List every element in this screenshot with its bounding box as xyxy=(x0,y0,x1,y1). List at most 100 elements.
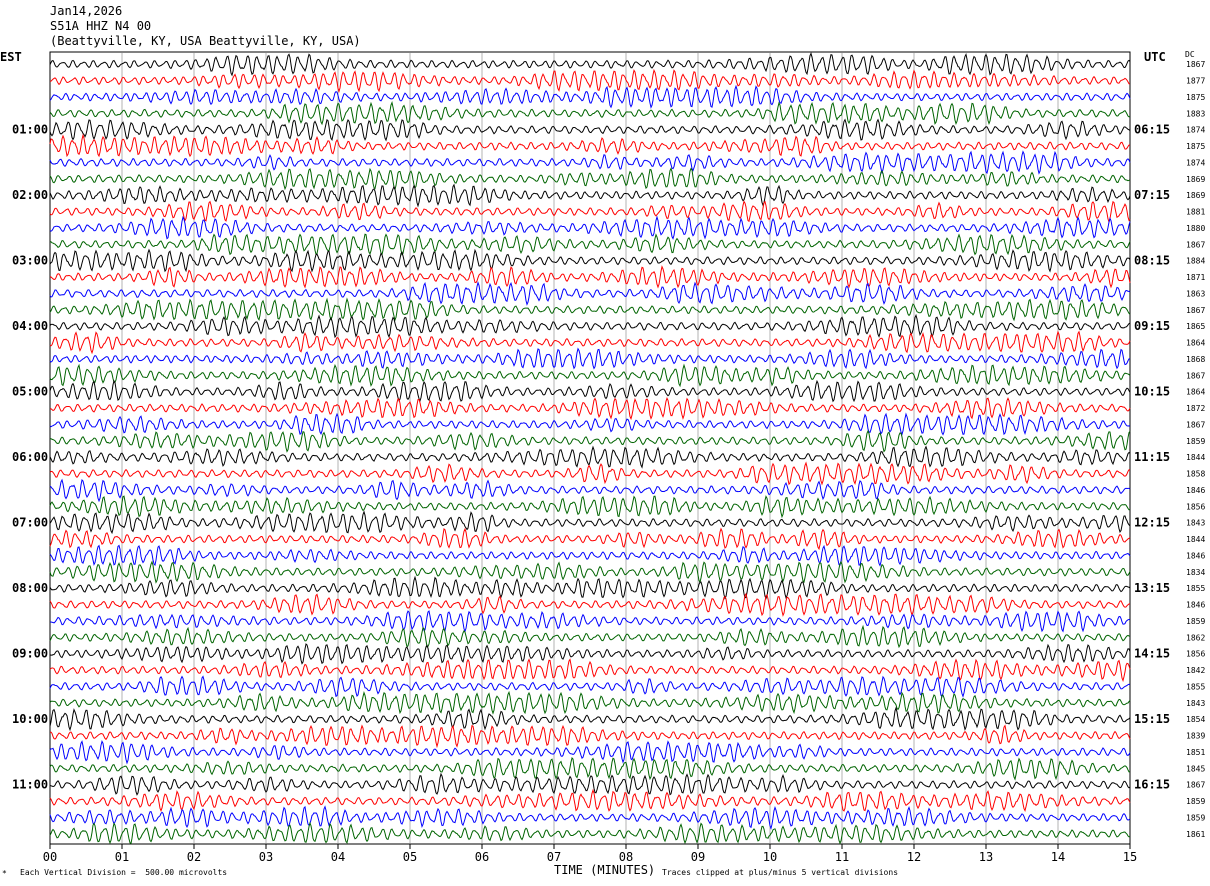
seismic-trace xyxy=(49,200,1131,224)
left-time-label: 10:00 xyxy=(12,712,48,726)
dc-value-label: 1864 xyxy=(1186,339,1205,348)
right-time-label: 08:15 xyxy=(1134,254,1170,268)
x-tick-label: 07 xyxy=(547,850,561,864)
seismic-trace xyxy=(49,772,1131,796)
seismic-trace xyxy=(49,560,1131,584)
x-tick-label: 13 xyxy=(979,850,993,864)
dc-value-label: 1862 xyxy=(1186,633,1205,642)
footer-corner-mark: * xyxy=(2,869,7,878)
left-time-label: 09:00 xyxy=(12,647,48,661)
left-time-label: 02:00 xyxy=(12,188,48,202)
left-timezone-label: EST xyxy=(0,50,22,64)
left-time-label: 01:00 xyxy=(12,123,48,137)
right-time-label: 13:15 xyxy=(1134,581,1170,595)
dc-value-label: 1842 xyxy=(1186,666,1205,675)
seismic-trace xyxy=(49,445,1131,469)
dc-value-label: 1843 xyxy=(1186,699,1205,708)
right-time-label: 11:15 xyxy=(1134,450,1170,464)
x-tick-label: 04 xyxy=(331,850,345,864)
dc-value-label: 1856 xyxy=(1186,502,1205,511)
seismic-trace xyxy=(49,297,1131,322)
left-time-label: 08:00 xyxy=(12,581,48,595)
scale-note: Each Vertical Division = 500.00 microvol… xyxy=(20,868,228,877)
seismic-trace xyxy=(49,575,1131,600)
dc-value-label: 1867 xyxy=(1186,781,1205,790)
right-time-label: 10:15 xyxy=(1134,385,1170,399)
left-time-label: 07:00 xyxy=(12,516,48,530)
left-time-label: 03:00 xyxy=(12,254,48,268)
x-axis-label: TIME (MINUTES) xyxy=(554,863,656,877)
right-time-label: 14:15 xyxy=(1134,647,1170,661)
x-tick-label: 02 xyxy=(187,850,201,864)
seismic-trace xyxy=(49,690,1131,715)
seismic-trace xyxy=(49,610,1131,633)
x-tick-label: 06 xyxy=(475,850,489,864)
right-timezone-label: UTC xyxy=(1144,50,1166,64)
dc-value-label: 1874 xyxy=(1186,126,1205,135)
dc-value-label: 1845 xyxy=(1186,764,1205,773)
seismic-trace xyxy=(49,495,1131,519)
seismic-trace xyxy=(49,643,1131,665)
seismic-trace xyxy=(49,821,1131,845)
dc-value-label: 1861 xyxy=(1186,830,1205,839)
dc-value-label: 1859 xyxy=(1186,813,1205,822)
dc-header-label: DC xyxy=(1185,50,1195,59)
dc-value-label: 1846 xyxy=(1186,601,1205,610)
dc-value-label: 1868 xyxy=(1186,355,1205,364)
dc-value-label: 1881 xyxy=(1186,208,1205,217)
dc-value-label: 1846 xyxy=(1186,486,1205,495)
seismic-trace xyxy=(49,706,1131,732)
x-tick-label: 14 xyxy=(1051,850,1065,864)
seismic-trace xyxy=(49,379,1131,403)
x-tick-label: 10 xyxy=(763,850,777,864)
dc-value-label: 1884 xyxy=(1186,257,1205,266)
right-time-label: 15:15 xyxy=(1134,712,1170,726)
seismic-trace xyxy=(49,52,1131,77)
dc-value-label: 1867 xyxy=(1186,371,1205,380)
dc-value-label: 1851 xyxy=(1186,748,1205,757)
left-time-label: 05:00 xyxy=(12,385,48,399)
dc-value-label: 1855 xyxy=(1186,584,1205,593)
dc-value-label: 1872 xyxy=(1186,404,1205,413)
dc-value-label: 1859 xyxy=(1186,617,1205,626)
right-time-label: 12:15 xyxy=(1134,516,1170,530)
dc-value-label: 1869 xyxy=(1186,175,1205,184)
dc-value-label: 1863 xyxy=(1186,289,1205,298)
dc-value-label: 1859 xyxy=(1186,437,1205,446)
left-time-label: 04:00 xyxy=(12,319,48,333)
dc-value-label: 1834 xyxy=(1186,568,1205,577)
seismic-trace xyxy=(49,429,1131,453)
seismic-trace xyxy=(49,101,1131,126)
seismic-trace xyxy=(49,150,1131,175)
dc-value-label: 1864 xyxy=(1186,388,1205,397)
dc-value-label: 1871 xyxy=(1186,273,1205,282)
dc-value-label: 1867 xyxy=(1186,240,1205,249)
seismic-trace xyxy=(49,544,1131,567)
right-time-label: 09:15 xyxy=(1134,319,1170,333)
dc-value-label: 1858 xyxy=(1186,470,1205,479)
seismic-trace xyxy=(49,215,1131,240)
x-tick-label: 00 xyxy=(43,850,57,864)
seismic-trace xyxy=(49,313,1131,339)
dc-value-label: 1854 xyxy=(1186,715,1205,724)
x-tick-label: 05 xyxy=(403,850,417,864)
seismic-trace xyxy=(49,478,1131,503)
dc-value-label: 1846 xyxy=(1186,551,1205,560)
seismic-trace xyxy=(49,788,1131,812)
dc-value-label: 1859 xyxy=(1186,797,1205,806)
header-date: Jan14,2026 xyxy=(50,4,123,18)
seismic-trace xyxy=(49,183,1131,208)
x-tick-label: 09 xyxy=(691,850,705,864)
x-tick-label: 12 xyxy=(907,850,921,864)
seismic-trace xyxy=(49,805,1131,830)
dc-value-label: 1877 xyxy=(1186,77,1205,86)
dc-value-label: 1855 xyxy=(1186,682,1205,691)
seismic-trace xyxy=(49,265,1131,289)
seismic-trace xyxy=(49,510,1131,535)
seismic-trace xyxy=(49,658,1131,683)
x-tick-label: 03 xyxy=(259,850,273,864)
x-tick-label: 15 xyxy=(1123,850,1137,864)
seismic-trace xyxy=(49,412,1131,436)
seismic-trace xyxy=(49,724,1131,749)
